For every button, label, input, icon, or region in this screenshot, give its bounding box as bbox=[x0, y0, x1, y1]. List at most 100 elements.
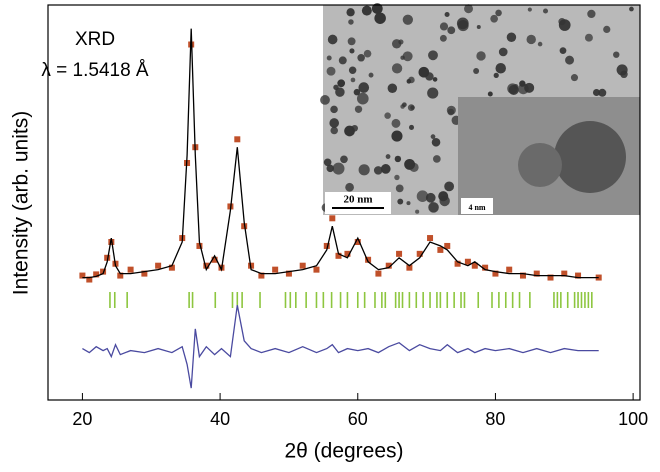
observed-point bbox=[203, 262, 210, 269]
particle bbox=[457, 20, 469, 32]
particle bbox=[446, 105, 456, 115]
particle bbox=[498, 47, 508, 57]
observed-point bbox=[561, 270, 568, 277]
particle bbox=[345, 182, 354, 192]
particle bbox=[391, 63, 403, 74]
x-tick-label: 60 bbox=[348, 409, 368, 429]
particle bbox=[327, 34, 338, 45]
y-axis-label: Intensity (arb. units) bbox=[10, 111, 33, 295]
particle bbox=[439, 22, 449, 31]
particle bbox=[598, 88, 607, 97]
annotation: XRD bbox=[75, 29, 115, 50]
plot-area bbox=[79, 28, 602, 389]
observed-point bbox=[299, 262, 306, 269]
observed-point bbox=[234, 136, 241, 143]
particle bbox=[333, 84, 339, 91]
particle bbox=[428, 50, 438, 61]
observed-point bbox=[196, 242, 203, 249]
particle bbox=[526, 34, 536, 45]
observed-point bbox=[396, 250, 403, 257]
particle bbox=[415, 209, 420, 214]
particle bbox=[358, 82, 370, 93]
particle bbox=[361, 5, 372, 16]
observed-point bbox=[464, 258, 471, 265]
particle bbox=[416, 190, 429, 203]
particle bbox=[344, 125, 355, 137]
particle bbox=[408, 76, 415, 84]
particle bbox=[394, 174, 400, 181]
x-tick-label: 40 bbox=[210, 409, 230, 429]
particle bbox=[358, 164, 370, 176]
particle bbox=[428, 202, 439, 213]
particle bbox=[402, 51, 413, 62]
particle bbox=[554, 121, 626, 193]
x-tick-label: 20 bbox=[72, 409, 92, 429]
particle bbox=[495, 9, 502, 17]
observed-point bbox=[272, 266, 279, 273]
observed-point bbox=[416, 250, 423, 257]
observed-point bbox=[482, 264, 489, 271]
observed-point bbox=[117, 272, 124, 279]
particle bbox=[425, 192, 436, 203]
particle bbox=[430, 134, 436, 139]
particle bbox=[487, 91, 493, 97]
observed-point bbox=[258, 272, 265, 279]
particle bbox=[439, 34, 447, 42]
particle bbox=[335, 87, 345, 97]
observed-point bbox=[365, 256, 372, 263]
x-tick-label: 80 bbox=[485, 409, 505, 429]
observed-point bbox=[406, 264, 413, 271]
observed-point bbox=[506, 266, 513, 273]
particle bbox=[363, 49, 372, 58]
scale-label: 20 nm bbox=[343, 194, 372, 206]
particle bbox=[357, 53, 365, 62]
observed-point bbox=[547, 274, 554, 281]
particle bbox=[570, 74, 579, 82]
particle bbox=[348, 19, 354, 25]
particle bbox=[558, 19, 571, 31]
particle bbox=[391, 130, 403, 142]
particle bbox=[356, 92, 369, 105]
particle bbox=[374, 12, 386, 24]
particle bbox=[518, 143, 562, 187]
particle bbox=[395, 184, 404, 193]
particle bbox=[432, 155, 441, 163]
observed-point bbox=[385, 262, 392, 269]
observed-point bbox=[335, 252, 342, 259]
particle bbox=[490, 14, 498, 23]
particle bbox=[418, 66, 430, 78]
particle bbox=[349, 48, 355, 54]
particle bbox=[387, 83, 398, 94]
observed-point bbox=[285, 270, 292, 277]
tem-inset: 20 nm 4 nm bbox=[320, 3, 640, 215]
particle bbox=[495, 63, 506, 74]
observed-point bbox=[211, 256, 218, 263]
observed-point bbox=[437, 246, 444, 253]
particle bbox=[565, 55, 575, 65]
observed-point bbox=[427, 235, 434, 242]
observed-point bbox=[100, 268, 107, 275]
particle bbox=[407, 104, 415, 112]
particle bbox=[354, 105, 363, 113]
particle bbox=[353, 88, 361, 96]
particle bbox=[384, 112, 391, 119]
particle bbox=[394, 155, 402, 163]
particle bbox=[431, 137, 441, 147]
observed-point bbox=[575, 272, 582, 279]
particle bbox=[326, 66, 336, 76]
particle bbox=[432, 77, 438, 82]
particle bbox=[350, 77, 356, 83]
particle bbox=[404, 158, 416, 170]
observed-point bbox=[168, 264, 175, 271]
particle bbox=[559, 47, 567, 54]
scale-label: 4 nm bbox=[468, 203, 485, 212]
particle bbox=[329, 118, 340, 128]
observed-point bbox=[454, 260, 461, 267]
particle bbox=[332, 162, 345, 175]
particle bbox=[408, 124, 415, 130]
particle bbox=[427, 87, 439, 99]
observed-point bbox=[375, 270, 382, 277]
observed-point bbox=[323, 242, 330, 249]
observed-point bbox=[127, 266, 134, 273]
particle bbox=[616, 64, 628, 76]
